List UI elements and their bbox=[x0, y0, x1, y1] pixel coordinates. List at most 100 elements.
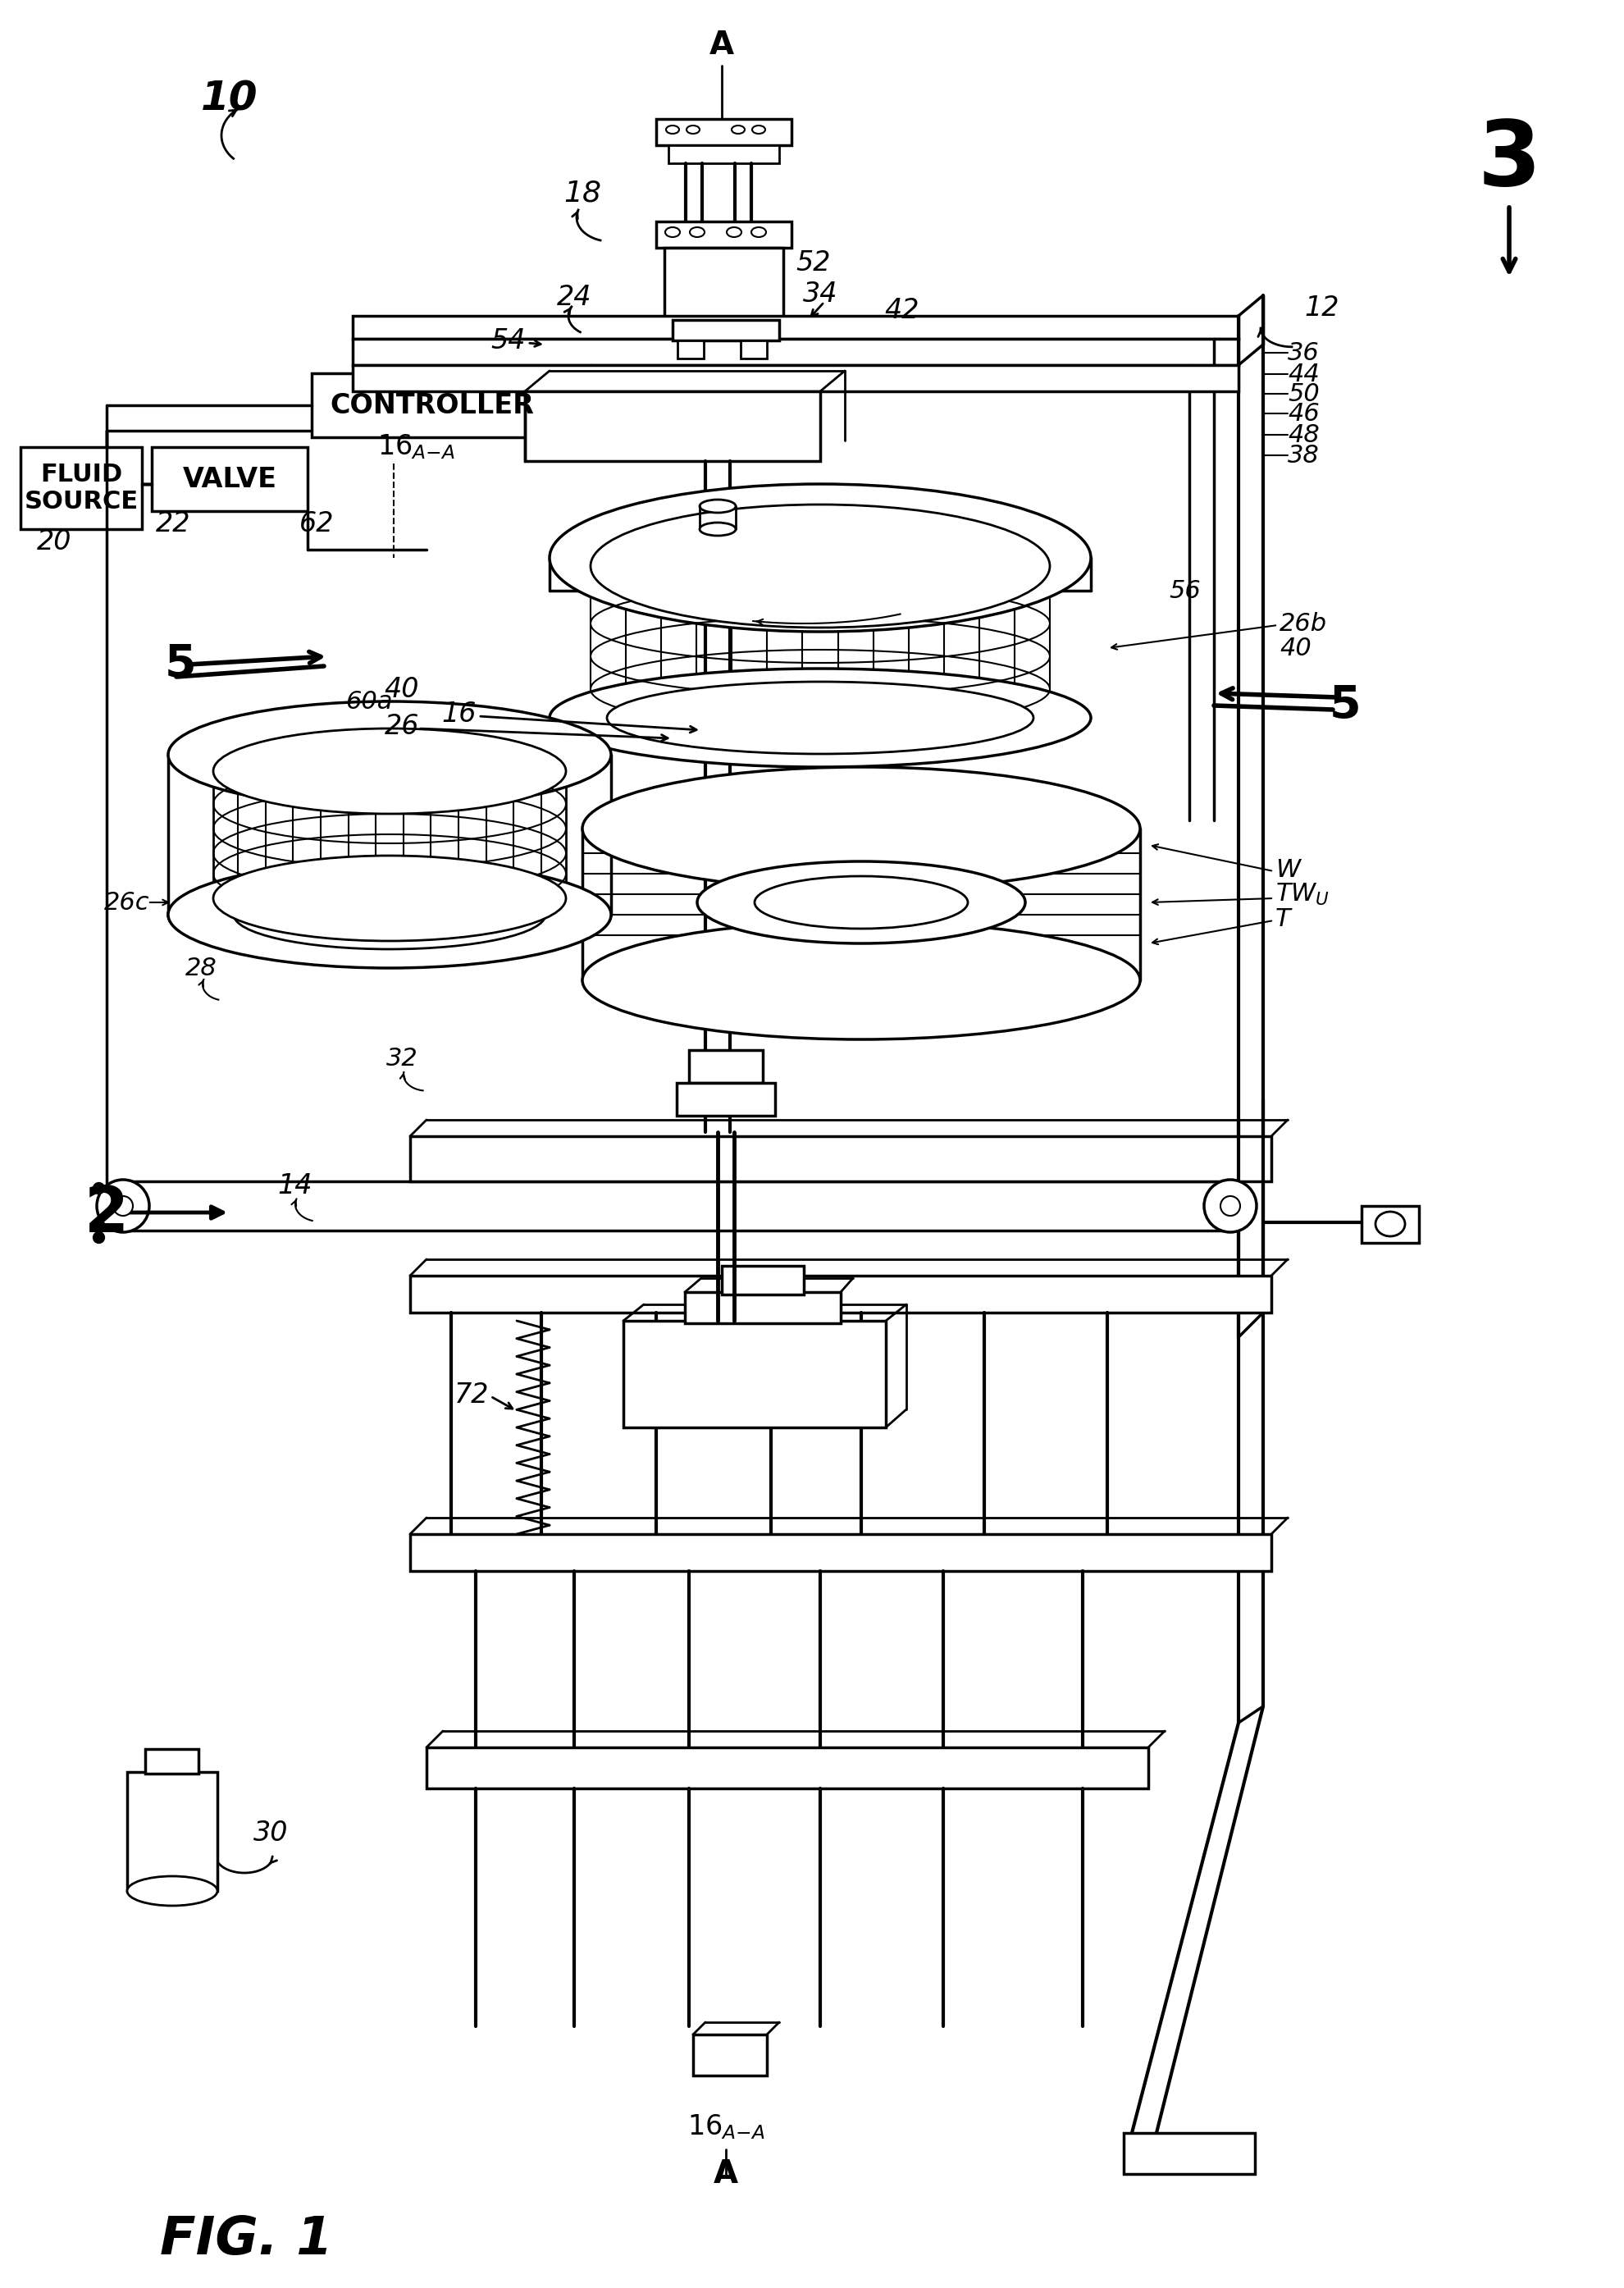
Ellipse shape bbox=[1203, 1181, 1255, 1233]
Bar bbox=[624, 1320, 885, 1428]
Text: 34: 34 bbox=[802, 279, 838, 307]
Ellipse shape bbox=[590, 506, 1049, 627]
Text: 60a: 60a bbox=[346, 689, 393, 714]
Ellipse shape bbox=[752, 126, 765, 133]
Bar bbox=[21, 446, 141, 529]
Ellipse shape bbox=[549, 668, 1090, 766]
Bar bbox=[145, 1748, 198, 1773]
Bar bbox=[672, 320, 780, 341]
Text: 26b: 26b bbox=[1278, 611, 1327, 636]
Ellipse shape bbox=[1220, 1197, 1239, 1215]
Bar bbox=[677, 341, 703, 359]
Text: 36: 36 bbox=[1288, 341, 1319, 364]
Ellipse shape bbox=[167, 865, 611, 963]
Bar bbox=[525, 391, 820, 462]
Ellipse shape bbox=[1376, 1213, 1405, 1236]
Bar bbox=[721, 1265, 804, 1295]
Ellipse shape bbox=[213, 856, 565, 940]
Text: 62: 62 bbox=[299, 510, 335, 538]
Text: 20: 20 bbox=[37, 529, 71, 556]
Ellipse shape bbox=[697, 860, 1025, 943]
Bar bbox=[425, 1748, 1148, 1789]
Ellipse shape bbox=[664, 227, 679, 238]
Text: 52: 52 bbox=[796, 249, 830, 277]
Text: $\mathit{16}_{A\mathrm{-}A}$: $\mathit{16}_{A\mathrm{-}A}$ bbox=[377, 432, 455, 462]
Bar bbox=[685, 1293, 840, 1322]
Ellipse shape bbox=[700, 499, 736, 513]
Bar bbox=[352, 366, 1237, 391]
Text: 5: 5 bbox=[164, 643, 197, 686]
Text: 46: 46 bbox=[1288, 403, 1319, 426]
Bar bbox=[689, 1050, 762, 1082]
Text: 32: 32 bbox=[387, 1046, 417, 1071]
Bar bbox=[352, 316, 1237, 339]
Text: A: A bbox=[713, 2158, 737, 2190]
Text: $TW_U$: $TW_U$ bbox=[1275, 881, 1328, 906]
Bar bbox=[352, 339, 1237, 366]
Text: A: A bbox=[710, 30, 734, 62]
Bar bbox=[656, 222, 791, 247]
Text: 40: 40 bbox=[385, 675, 419, 702]
Text: 40: 40 bbox=[1278, 636, 1311, 659]
Text: 12: 12 bbox=[1304, 295, 1338, 320]
Bar bbox=[676, 1082, 775, 1117]
Ellipse shape bbox=[167, 860, 611, 968]
Text: 44: 44 bbox=[1288, 362, 1319, 387]
Text: 2: 2 bbox=[84, 1183, 128, 1245]
Text: 26c: 26c bbox=[104, 890, 149, 915]
Bar bbox=[409, 1137, 1270, 1181]
Text: 24: 24 bbox=[557, 284, 591, 311]
Text: 56: 56 bbox=[1169, 579, 1200, 602]
Ellipse shape bbox=[687, 126, 700, 133]
Text: 5: 5 bbox=[1328, 684, 1361, 728]
Ellipse shape bbox=[581, 766, 1140, 890]
Ellipse shape bbox=[234, 881, 546, 950]
Bar bbox=[664, 247, 783, 320]
Bar bbox=[667, 144, 780, 162]
Text: VALVE: VALVE bbox=[182, 464, 276, 492]
Ellipse shape bbox=[700, 522, 736, 535]
Text: 16: 16 bbox=[442, 700, 476, 728]
Text: 38: 38 bbox=[1288, 444, 1319, 467]
Text: 18: 18 bbox=[564, 178, 601, 206]
Ellipse shape bbox=[127, 1876, 218, 1906]
Ellipse shape bbox=[213, 728, 565, 815]
Text: FIG. 1: FIG. 1 bbox=[159, 2215, 333, 2265]
Text: 22: 22 bbox=[156, 510, 190, 538]
Text: W: W bbox=[1275, 858, 1299, 881]
Text: 26: 26 bbox=[385, 712, 419, 739]
Bar bbox=[151, 446, 307, 510]
Ellipse shape bbox=[114, 1197, 133, 1215]
Text: 28: 28 bbox=[185, 956, 216, 979]
Bar bbox=[1361, 1206, 1418, 1242]
Text: 42: 42 bbox=[885, 297, 919, 323]
Bar bbox=[693, 2034, 767, 2075]
Text: 72: 72 bbox=[455, 1382, 489, 1407]
Text: 50: 50 bbox=[1288, 382, 1319, 405]
Bar bbox=[312, 373, 554, 437]
Ellipse shape bbox=[690, 227, 705, 238]
Ellipse shape bbox=[581, 922, 1140, 1039]
Text: 48: 48 bbox=[1288, 423, 1319, 446]
Ellipse shape bbox=[666, 126, 679, 133]
Bar bbox=[409, 1533, 1270, 1572]
Ellipse shape bbox=[750, 227, 765, 238]
Text: 30: 30 bbox=[253, 1819, 287, 1846]
Text: 3: 3 bbox=[1476, 117, 1540, 204]
Bar bbox=[127, 1771, 218, 1890]
Ellipse shape bbox=[167, 702, 611, 808]
Text: 54: 54 bbox=[490, 327, 526, 355]
Text: 14: 14 bbox=[278, 1171, 312, 1199]
Bar bbox=[409, 1277, 1270, 1313]
Ellipse shape bbox=[97, 1181, 149, 1233]
Bar bbox=[656, 119, 791, 144]
Bar bbox=[1124, 2132, 1254, 2174]
Ellipse shape bbox=[754, 876, 968, 929]
Text: FLUID
SOURCE: FLUID SOURCE bbox=[24, 462, 138, 515]
Bar bbox=[741, 341, 767, 359]
Text: T: T bbox=[1275, 906, 1289, 931]
Text: 10: 10 bbox=[201, 78, 258, 119]
Ellipse shape bbox=[607, 682, 1033, 755]
Ellipse shape bbox=[726, 227, 741, 238]
Text: $\mathit{16}_{A\mathrm{-}A}$: $\mathit{16}_{A\mathrm{-}A}$ bbox=[687, 2112, 765, 2142]
